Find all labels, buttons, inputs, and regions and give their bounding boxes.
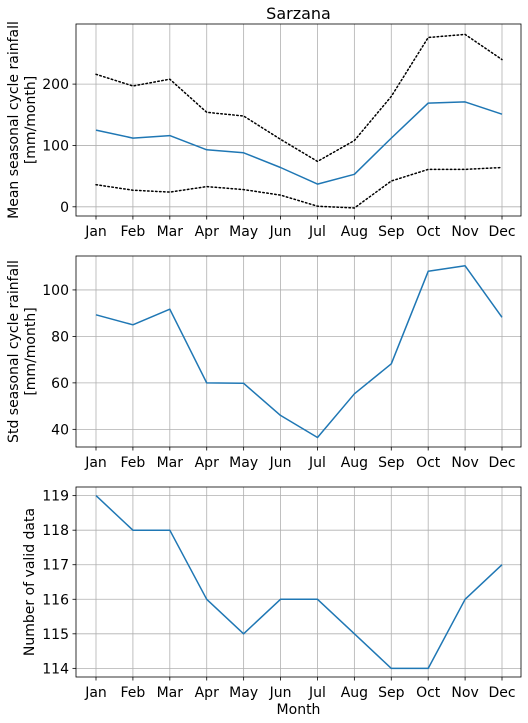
x-tick-label: Mar: [157, 224, 184, 240]
x-tick-label: Mar: [157, 685, 184, 701]
y-tick-label: 119: [42, 489, 69, 505]
y-tick-label: 114: [42, 661, 69, 677]
chart-panel-2: Jan Feb Mar Apr May Jun Jul Aug Sep Oct Nov Dec 40 60…: [6, 255, 522, 471]
x-tick-label: Jul: [308, 224, 326, 240]
x-axis-title: Month: [277, 702, 321, 718]
x-tick-label: Mar: [157, 455, 184, 471]
x-tick-label: Feb: [121, 685, 146, 701]
x-tick-label: May: [229, 685, 258, 701]
x-tick-label: Sep: [378, 224, 405, 240]
x-tick-label: Oct: [416, 455, 441, 471]
x-tick-label: May: [229, 455, 258, 471]
x-tick-label: Aug: [341, 685, 368, 701]
y-tick-label: 60: [51, 376, 69, 392]
plot-frame: [75, 486, 522, 678]
y-tick-label: 115: [42, 627, 69, 643]
x-tick-label: Feb: [121, 455, 146, 471]
x-tick-label: Jul: [308, 685, 326, 701]
y-tick-label: 0: [60, 200, 69, 216]
x-tick-label: Oct: [416, 224, 441, 240]
plot-frame: [75, 23, 522, 217]
x-tick-label: Dec: [488, 455, 515, 471]
series-line-1: [95, 265, 503, 439]
x-tick-label: May: [229, 224, 258, 240]
chart-panel-3: Jan Feb Mar Apr May Jun Jul Aug Sep Oct Nov Dec 114 1…: [22, 486, 522, 718]
x-tick-label: Jan: [84, 224, 107, 240]
x-tick-label: Oct: [416, 685, 441, 701]
series-line-1: [95, 495, 503, 670]
x-tick-label: Sep: [378, 455, 405, 471]
x-tick-label: Nov: [451, 685, 478, 701]
plot-frame: [75, 255, 522, 448]
y-axis-title: [mm/month]: [23, 307, 39, 395]
y-axis-title: [mm/month]: [23, 76, 39, 164]
dotted-series-line-2: [95, 33, 503, 163]
y-tick-label: 40: [51, 422, 69, 438]
x-tick-label: Dec: [488, 224, 515, 240]
y-axis-title: Mean seasonal cycle rainfall: [6, 21, 22, 219]
y-axis-title: Number of valid data: [22, 508, 38, 656]
x-tick-label: Jan: [84, 685, 107, 701]
dotted-series-line-3: [95, 166, 503, 209]
y-axis-title: Std seasonal cycle rainfall: [6, 260, 22, 443]
x-tick-label: Dec: [488, 685, 515, 701]
chart-panel-1: Jan Feb Mar Apr May Jun Jul Aug Sep Oct Nov Dec 0 100…: [6, 4, 522, 240]
chart-title: Sarzana: [266, 4, 331, 23]
y-tick-label: 118: [42, 523, 69, 539]
x-tick-label: Jun: [269, 224, 292, 240]
y-tick-label: 100: [42, 138, 69, 154]
x-tick-label: Jul: [308, 455, 326, 471]
x-tick-label: Feb: [121, 224, 146, 240]
x-tick-label: Nov: [451, 224, 478, 240]
y-tick-label: 117: [42, 558, 69, 574]
y-tick-label: 80: [51, 329, 69, 345]
series-line-1: [95, 101, 503, 185]
y-tick-label: 200: [42, 77, 69, 93]
x-tick-label: Apr: [195, 455, 219, 471]
x-tick-label: Apr: [195, 685, 219, 701]
x-tick-label: Jun: [269, 685, 292, 701]
x-tick-label: Apr: [195, 224, 219, 240]
y-tick-label: 100: [42, 283, 69, 299]
x-tick-label: Sep: [378, 685, 405, 701]
y-tick-label: 116: [42, 592, 69, 608]
x-tick-label: Nov: [451, 455, 478, 471]
x-tick-label: Jun: [269, 455, 292, 471]
x-tick-label: Aug: [341, 224, 368, 240]
x-tick-label: Jan: [84, 455, 107, 471]
x-tick-label: Aug: [341, 455, 368, 471]
